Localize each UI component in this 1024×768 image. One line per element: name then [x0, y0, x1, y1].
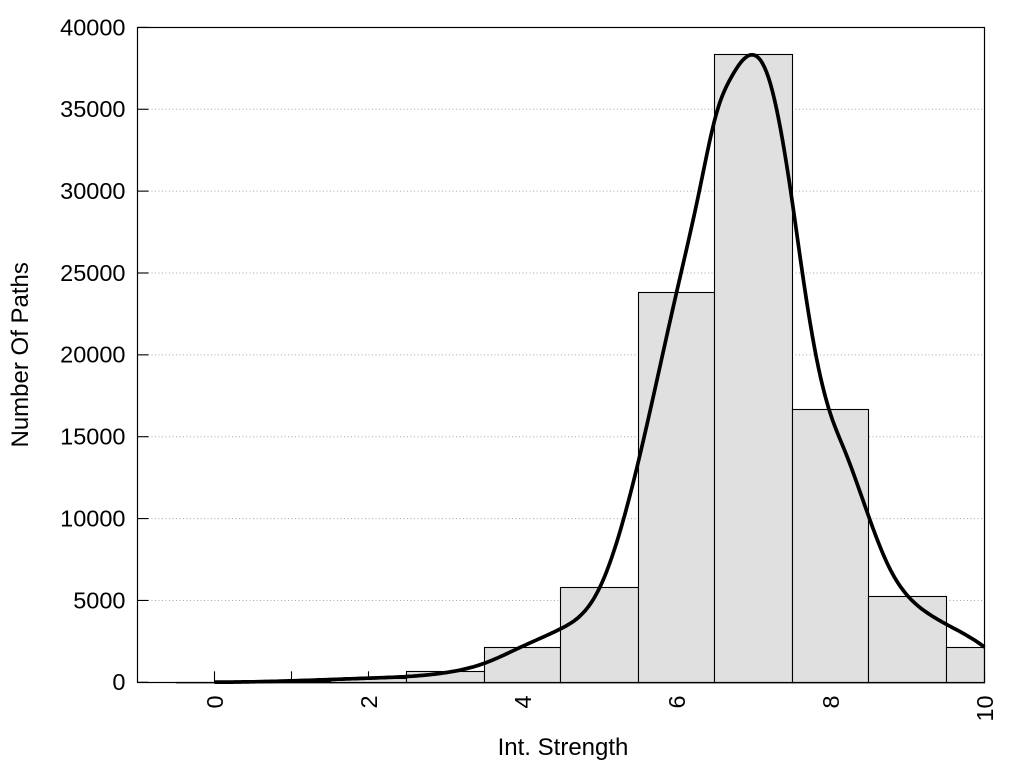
svg-text:2: 2 — [356, 695, 382, 708]
svg-text:0: 0 — [112, 669, 125, 695]
svg-text:Number Of Paths: Number Of Paths — [7, 262, 34, 447]
svg-text:4: 4 — [510, 695, 536, 708]
svg-text:0: 0 — [202, 695, 228, 708]
svg-text:35000: 35000 — [60, 96, 125, 122]
svg-text:40000: 40000 — [60, 14, 125, 40]
svg-text:25000: 25000 — [60, 260, 125, 286]
svg-text:15000: 15000 — [60, 424, 125, 450]
svg-text:30000: 30000 — [60, 178, 125, 204]
svg-text:8: 8 — [818, 695, 844, 708]
svg-text:10: 10 — [972, 695, 998, 721]
svg-text:Int. Strength: Int. Strength — [498, 734, 629, 761]
svg-text:20000: 20000 — [60, 342, 125, 368]
svg-text:6: 6 — [664, 695, 690, 708]
svg-text:5000: 5000 — [73, 587, 125, 613]
svg-text:10000: 10000 — [60, 506, 125, 532]
